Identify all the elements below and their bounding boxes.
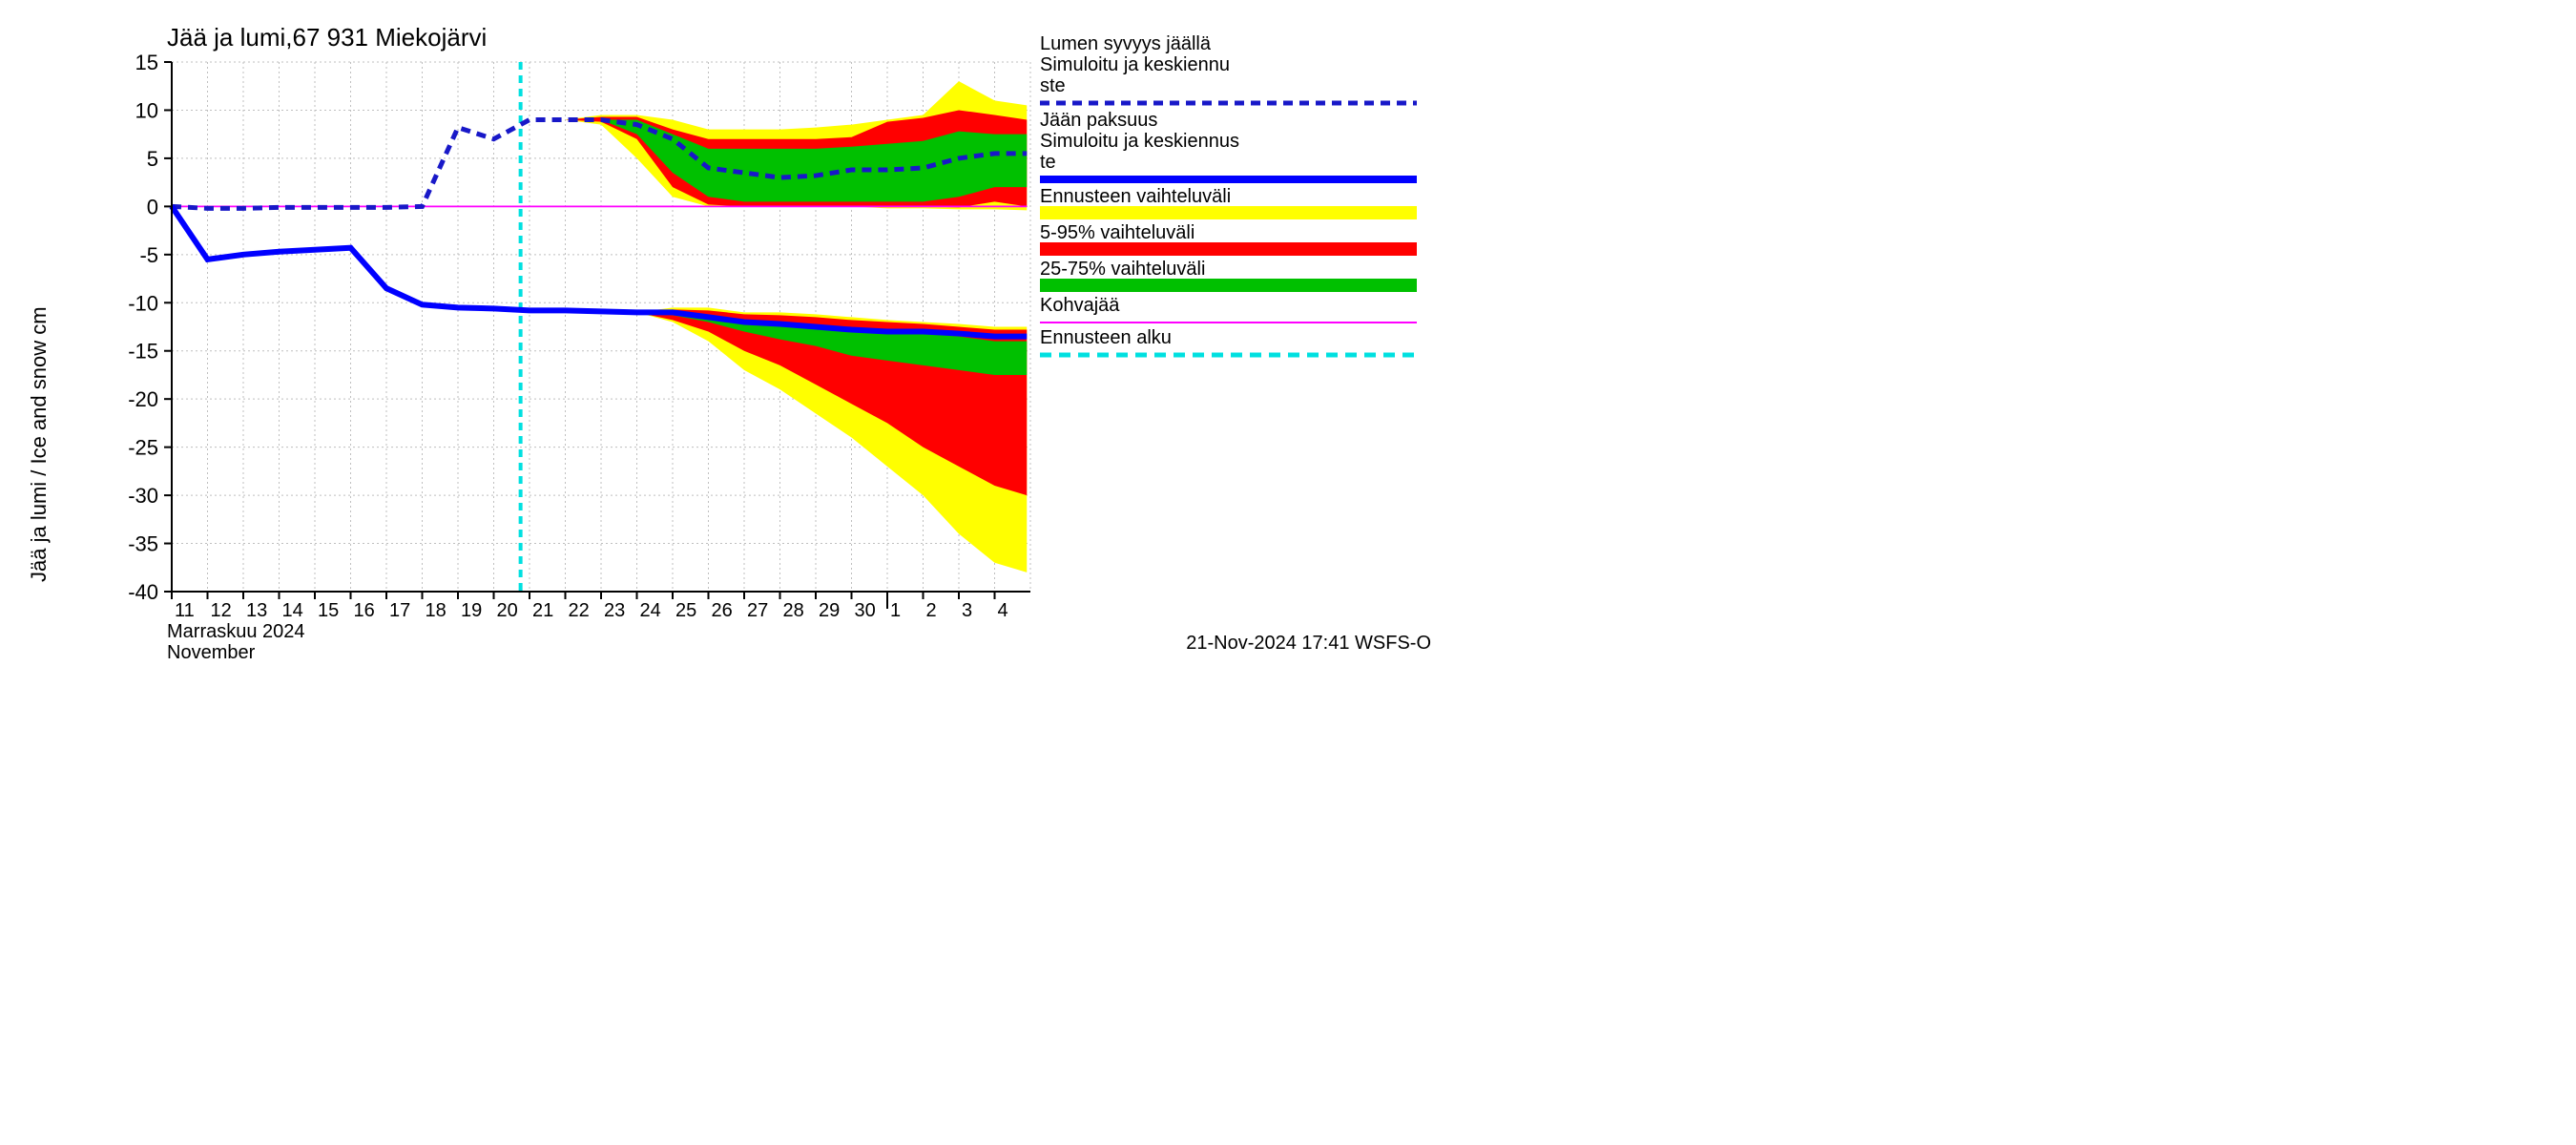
legend-swatch: [1040, 242, 1417, 256]
x-tick-label: 18: [426, 600, 447, 621]
x-tick-label: 20: [497, 600, 518, 621]
x-tick-label: 15: [318, 600, 339, 621]
legend-swatch: [1040, 206, 1417, 219]
chart-title: Jää ja lumi,67 931 Miekojärvi: [167, 23, 487, 52]
legend-label: te: [1040, 152, 1056, 173]
x-tick-label: 11: [175, 600, 195, 621]
y-tick-label: -20: [128, 387, 158, 411]
x-tick-label: 1: [890, 600, 901, 621]
x-tick-label: 29: [819, 600, 840, 621]
y-tick-label: -40: [128, 580, 158, 604]
y-tick-label: -25: [128, 436, 158, 460]
x-tick-label: 23: [604, 600, 625, 621]
y-tick-label: 10: [135, 98, 158, 122]
y-tick-label: 15: [135, 51, 158, 74]
legend-label: Lumen syvyys jäällä: [1040, 33, 1212, 54]
chart-container: 151050-5-10-15-20-25-30-35-4011121314151…: [0, 0, 1450, 668]
legend-label: Simuloitu ja keskiennus: [1040, 131, 1239, 152]
x-tick-label: 28: [783, 600, 804, 621]
y-tick-label: 0: [147, 195, 158, 219]
month-label-en: November: [167, 642, 256, 663]
legend-swatch: [1040, 279, 1417, 292]
x-tick-label: 14: [282, 600, 303, 621]
y-axis-label: Jää ja lumi / Ice and snow cm: [27, 306, 51, 582]
legend-label: ste: [1040, 75, 1066, 96]
y-tick-label: -10: [128, 291, 158, 315]
month-label-fi: Marraskuu 2024: [167, 621, 305, 642]
x-tick-label: 3: [962, 600, 972, 621]
x-tick-label: 26: [712, 600, 733, 621]
legend-label: 5-95% vaihteluväli: [1040, 222, 1195, 243]
y-tick-label: -30: [128, 484, 158, 508]
x-tick-label: 4: [998, 600, 1008, 621]
x-tick-label: 16: [354, 600, 375, 621]
x-tick-label: 25: [675, 600, 696, 621]
x-tick-label: 21: [532, 600, 553, 621]
x-tick-label: 13: [246, 600, 267, 621]
x-tick-label: 17: [389, 600, 410, 621]
x-tick-label: 24: [640, 600, 661, 621]
y-tick-label: -15: [128, 340, 158, 364]
footer-timestamp: 21-Nov-2024 17:41 WSFS-O: [1186, 633, 1431, 654]
legend-label: 25-75% vaihteluväli: [1040, 259, 1205, 280]
chart-svg: 151050-5-10-15-20-25-30-35-4011121314151…: [0, 0, 1450, 668]
y-tick-label: -5: [139, 243, 158, 267]
x-tick-label: 12: [211, 600, 232, 621]
legend-label: Kohvajää: [1040, 295, 1120, 316]
y-tick-label: 5: [147, 147, 158, 171]
y-tick-label: -35: [128, 532, 158, 556]
x-tick-label: 22: [569, 600, 590, 621]
legend-label: Jään paksuus: [1040, 110, 1157, 131]
x-tick-label: 2: [926, 600, 937, 621]
x-tick-label: 30: [855, 600, 876, 621]
legend-label: Ennusteen vaihteluväli: [1040, 186, 1231, 207]
legend-label: Simuloitu ja keskiennu: [1040, 54, 1230, 75]
x-tick-label: 27: [747, 600, 768, 621]
legend-label: Ennusteen alku: [1040, 327, 1172, 348]
x-tick-label: 19: [461, 600, 482, 621]
